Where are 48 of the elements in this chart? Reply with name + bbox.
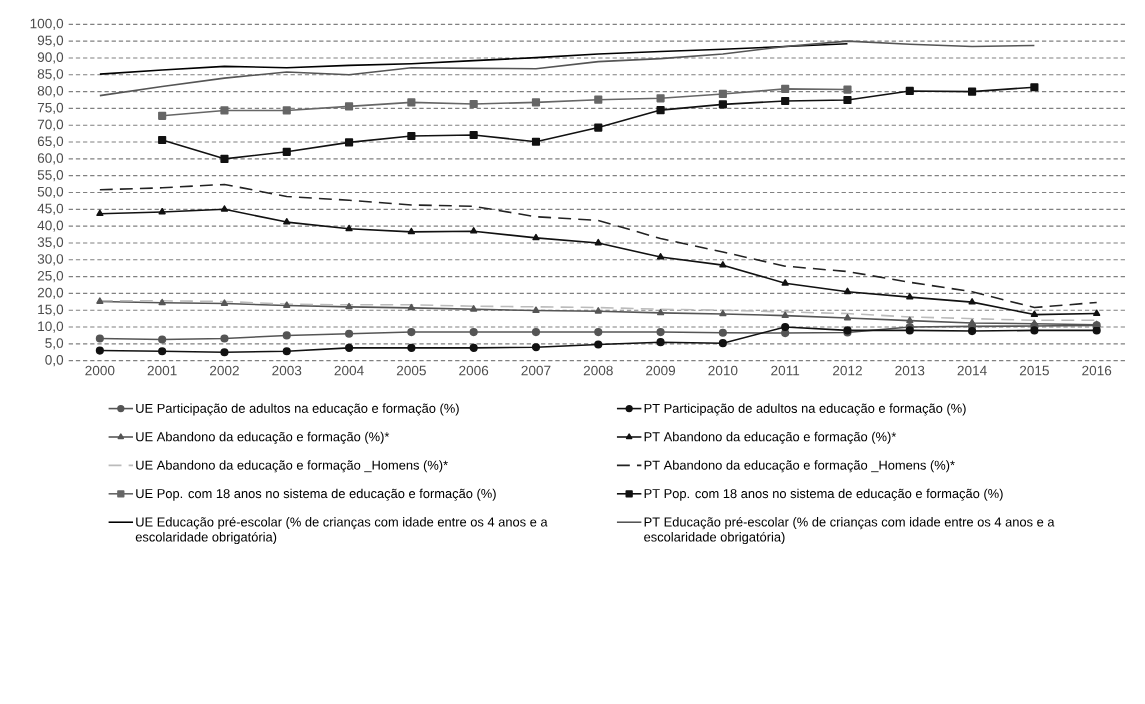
y-tick-label: 75,0: [37, 102, 64, 114]
x-tick-label: 2013: [895, 365, 925, 376]
y-tick-label: 30,0: [37, 254, 64, 266]
y-tick-label: 45,0: [37, 203, 64, 215]
x-tick-label: 2016: [1082, 365, 1112, 376]
y-tick-label: 85,0: [37, 69, 64, 81]
x-tick-label: 2008: [583, 365, 613, 376]
y-tick-label: 60,0: [37, 153, 64, 165]
legend-label: PT Educação pré-escolar (% de crianças com idade entre os 4 anos e a escolaridade obrigatória): [644, 516, 1055, 545]
x-tick-label: 2005: [396, 365, 426, 376]
x-tick-label: 2009: [646, 365, 676, 376]
x-tick-label: 2002: [210, 365, 239, 376]
x-tick-label: 2006: [459, 365, 489, 376]
x-tick-label: 2003: [272, 365, 302, 376]
y-tick-label: 0,0: [45, 354, 64, 367]
legend-label: UE Abandono da educação e formação (%)*: [136, 431, 390, 444]
legend-label: PT Abandono da educação e formação _Homens (%)*: [644, 460, 955, 473]
x-tick-label: 2007: [521, 365, 551, 376]
x-tick-label: 2004: [334, 365, 364, 376]
y-tick-label: 65,0: [37, 136, 64, 148]
legend-label: UE Abandono da educação e formação _Homens (%)*: [136, 460, 448, 473]
y-tick-label: 80,0: [37, 85, 64, 98]
y-tick-label: 70,0: [37, 119, 64, 131]
x-tick-label: 2014: [957, 365, 987, 376]
y-tick-label: 35,0: [37, 237, 64, 249]
y-tick-label: 55,0: [37, 169, 64, 182]
legend-label: PT Participação de adultos na educação e formação (%): [644, 403, 966, 416]
x-tick-label: 2001: [147, 365, 177, 376]
legend-label: UE Educação pré-escolar (% de crianças com idade entre os 4 anos e a escolaridade obrigatória): [135, 516, 548, 545]
legend-label: UE Participação de adultos na educação e formação (%): [136, 403, 459, 416]
legend-label: PT Abandono da educação e formação (%)*: [644, 431, 897, 444]
y-tick-label: 15,0: [38, 304, 64, 316]
x-tick-label: 2011: [771, 365, 800, 376]
y-tick-label: 5,0: [45, 338, 64, 350]
y-tick-label: 50,0: [37, 186, 64, 199]
x-tick-label: 2000: [85, 365, 115, 376]
y-tick-label: 100,0: [30, 18, 64, 30]
y-tick-label: 90,0: [37, 52, 64, 64]
x-tick-label: 2015: [1019, 365, 1049, 376]
x-tick-label: 2010: [708, 365, 738, 376]
y-tick-label: 95,0: [37, 35, 64, 47]
y-tick-label: 20,0: [37, 287, 64, 299]
legend-label: PT Pop. com 18 anos no sistema de educação e formação (%): [644, 488, 1003, 501]
legend-label: UE Pop. com 18 anos no sistema de educação e formação (%): [136, 488, 496, 501]
y-tick-label: 10,0: [38, 321, 64, 333]
x-tick-label: 2012: [833, 365, 862, 376]
y-tick-label: 40,0: [37, 220, 64, 232]
y-tick-label: 25,0: [37, 270, 64, 283]
